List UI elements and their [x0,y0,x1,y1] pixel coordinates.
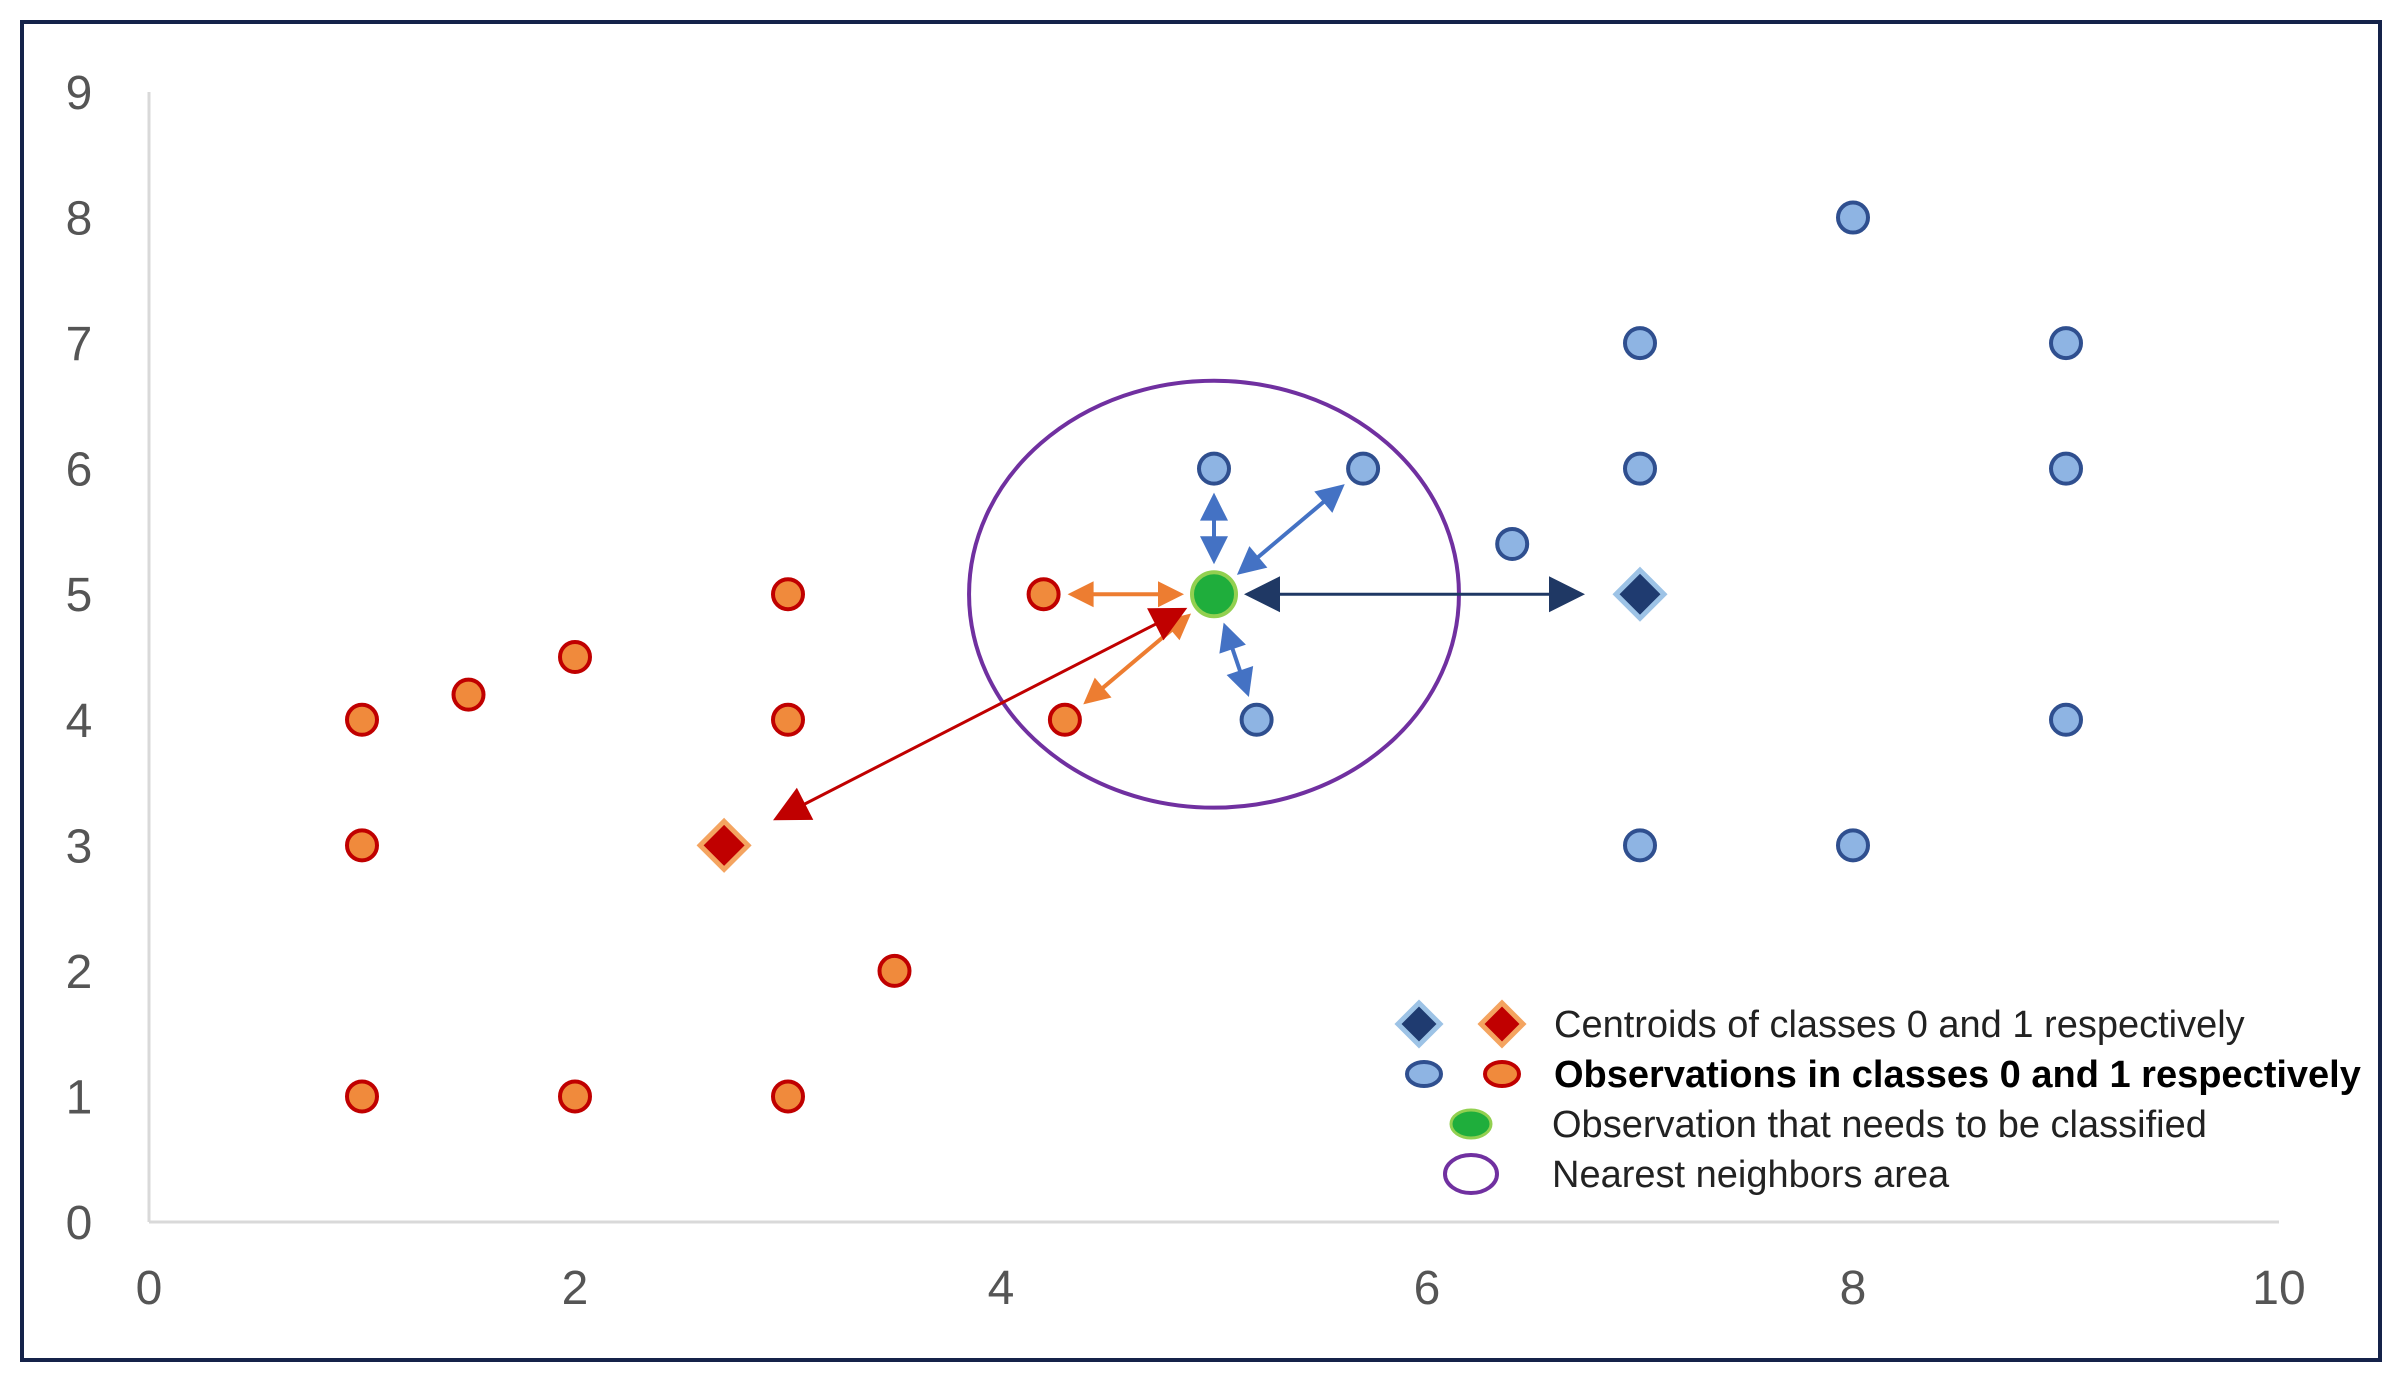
arrow-head [1200,536,1228,565]
class1-observation-point [345,828,379,863]
legend-label: Nearest neighbors area [1552,1154,1950,1196]
arrow-head [773,787,814,821]
x-tick-label: 2 [562,1262,589,1315]
neighbor-class0-arrow [1236,484,1345,575]
class1-observation-point [451,677,486,712]
x-tick-label: 4 [988,1262,1015,1315]
arrow-head [1314,484,1345,513]
legend-query-marker [1449,1108,1493,1140]
arrow-head [1158,581,1184,608]
arrow-head [1067,581,1094,608]
y-tick-label: 3 [66,820,93,873]
y-tick-label: 7 [66,318,93,371]
neighbor-class0-arrow [1200,492,1228,565]
legend-centroid-class0-marker [1394,999,1444,1049]
neighbor-class0-arrow [1219,622,1254,698]
class0-observation-point [1495,527,1530,561]
class1-observation-point [771,702,805,737]
class0-observation-point [2049,702,2083,737]
y-tick-label: 8 [66,193,93,246]
centroid-class0-marker [1612,566,1668,622]
class1-observation-point [1047,702,1082,737]
legend-label: Observation that needs to be classified [1552,1104,2207,1146]
legend-item-query: Observation that needs to be classified [1449,1104,2207,1146]
arrow-head [1549,576,1585,613]
legend-item-observations: Observations in classes 0 and 1 respecti… [1405,1054,2361,1096]
neighbor-class1-arrow [1083,613,1192,705]
chart-frame: 0 2 4 6 8 10 0 1 2 3 4 5 6 7 8 9 Centroids of classes 0… [20,20,2382,1362]
arrow-shaft [797,619,1163,809]
class1-observation-point [771,1079,805,1114]
arrows-layer [773,484,1585,821]
legend-class1-marker [1483,1060,1521,1088]
axes: 0 2 4 6 8 10 0 1 2 3 4 5 6 7 8 9 [66,67,2306,1315]
query-observation-point [1190,570,1238,619]
legend-class0-marker [1405,1060,1443,1088]
neighbor-class1-arrow [1067,581,1184,608]
y-tick-label: 9 [66,67,93,120]
legend-item-area: Nearest neighbors area [1443,1153,1950,1196]
legend-area-marker [1443,1153,1499,1195]
centroid-class1-arrow [773,607,1188,821]
arrow-head [1083,677,1112,705]
class0-observation-point [1623,451,1657,486]
knn-scatter-chart: 0 2 4 6 8 10 0 1 2 3 4 5 6 7 8 9 Centroids of classes 0… [66,67,2361,1315]
x-tick-label: 6 [1414,1262,1441,1315]
arrow-head [1244,576,1280,613]
arrow-head [1226,666,1254,698]
class1-observation-point [877,953,912,988]
legend-centroid-class1-marker [1477,999,1527,1049]
class0-observation-point [1346,451,1381,486]
x-tick-label: 0 [136,1262,163,1315]
class1-observation-point [558,1079,592,1114]
class0-observation-point [1836,200,1870,235]
x-tick-label: 8 [1840,1262,1867,1315]
y-tick-label: 4 [66,695,93,748]
arrow-shaft [1252,497,1329,562]
class0-observation-point [1623,828,1657,863]
class0-observation-point [1239,702,1274,737]
centroid-class1-marker [696,817,752,873]
y-tick-label: 2 [66,946,93,999]
arrow-head [1200,492,1228,521]
legend-label: Centroids of classes 0 and 1 respectivel… [1554,1004,2245,1046]
class0-observation-point [1197,451,1231,486]
class1-observation-point [771,577,805,612]
class1-observation-point [345,702,379,737]
y-tick-label: 1 [66,1071,93,1124]
arrow-head [1219,622,1246,654]
legend-label: Observations in classes 0 and 1 respecti… [1554,1054,2361,1096]
class1-observation-point [558,640,592,674]
arrow-head [1147,607,1188,641]
class1-observation-point [345,1079,379,1114]
legend: Centroids of classes 0 and 1 respectivel… [1394,999,2361,1196]
class0-observation-point [1623,326,1657,361]
class0-observation-point [2049,451,2083,486]
x-tick-label: 10 [2252,1262,2305,1315]
class1-observation-point [1026,577,1061,612]
arrow-shaft [1228,643,1244,677]
arrow-head [1236,546,1268,575]
centroid-class0-arrow [1244,576,1585,613]
class0-observation-point [1836,828,1870,863]
y-tick-label: 0 [66,1197,93,1250]
legend-item-centroids: Centroids of classes 0 and 1 respectivel… [1394,999,2245,1049]
points-layer [345,200,2083,1114]
y-tick-label: 6 [66,444,93,497]
class0-observation-point [2049,326,2083,361]
y-tick-label: 5 [66,569,93,622]
